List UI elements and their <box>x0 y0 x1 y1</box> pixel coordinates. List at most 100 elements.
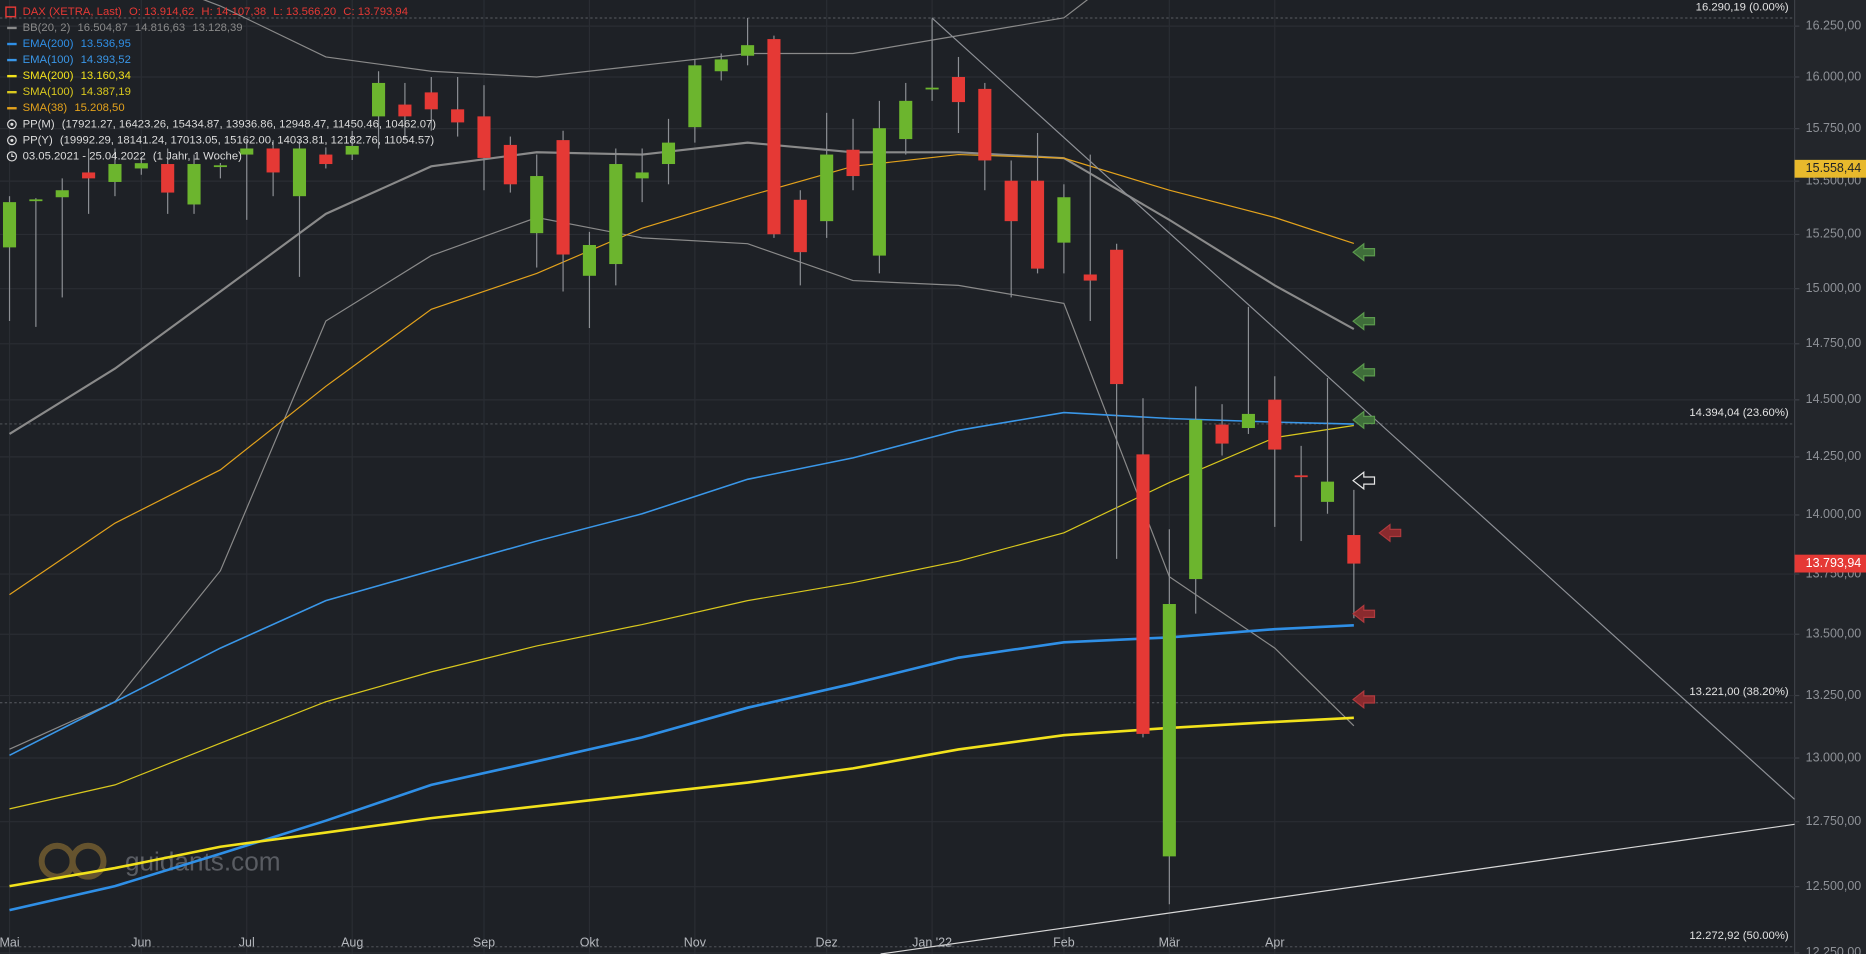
legend-entry: PP(M) (17921.27, 16423.26, 15434.87, 1393… <box>23 118 437 130</box>
x-tick-label: Sep <box>473 936 495 950</box>
drawings <box>880 17 1795 954</box>
legend-entry: SMA(200) 13.160,34 <box>23 70 131 82</box>
candle-body <box>741 45 755 56</box>
candle-body <box>925 87 939 90</box>
candle-body <box>1294 475 1308 478</box>
indicator-line <box>9 153 1355 596</box>
candle-body <box>372 82 386 117</box>
x-tick-label: Dez <box>816 936 838 950</box>
legend-icon <box>10 138 14 142</box>
legend-icon <box>7 119 17 130</box>
y-tick-label: 12.250,00 <box>1806 945 1862 954</box>
legend-text: SMA(38) <box>23 102 68 114</box>
candle-body <box>820 154 834 222</box>
candles <box>2 18 1361 905</box>
fib-label: 14.394,04 (23.60%) <box>1689 407 1788 419</box>
legend-icon <box>7 135 17 146</box>
candle-body <box>951 76 966 103</box>
candle-body <box>319 154 333 165</box>
x-tick-label: Apr <box>1265 936 1284 950</box>
candle-body <box>661 142 676 165</box>
legend-text: 03.05.2021 - 25.04.2022 <box>23 150 146 162</box>
legend-text: SMA(100) <box>23 86 74 98</box>
x-tick-label: Nov <box>684 936 707 950</box>
y-tick-label: 15.250,00 <box>1806 227 1862 241</box>
indicator-line <box>9 623 1354 912</box>
candle-body <box>714 59 728 72</box>
arrow <box>1352 311 1376 331</box>
candle-body <box>1215 424 1229 444</box>
fib-label: 16.290,19 (0.00%) <box>1696 1 1789 13</box>
grid <box>0 0 1795 954</box>
legend-entry: SMA(100) 14.387,19 <box>23 86 131 98</box>
price-tag-label: 13.793,94 <box>1806 556 1862 570</box>
legend-text: BB(20, 2) <box>23 22 71 34</box>
fib-label: 13.221,00 (38.20%) <box>1689 686 1788 698</box>
legend-text: 14.816,63 <box>135 22 185 34</box>
legend-text: (19992.29, 18141.24, 17013.05, 15162.00,… <box>60 134 434 146</box>
candle-body <box>187 164 201 205</box>
x-tick-label: Okt <box>580 936 600 950</box>
candle-body <box>240 148 254 155</box>
candle-body <box>767 39 781 235</box>
legend-text: (1 Jahr, 1 Woche) <box>153 150 242 162</box>
arrow <box>1378 523 1402 543</box>
candle-body <box>477 116 491 158</box>
candle-body <box>1057 197 1071 243</box>
legend-text: DAX (XETRA, Last) <box>23 6 122 18</box>
legend-entry: EMA(100) 14.393,52 <box>23 54 131 66</box>
candle-body <box>793 199 807 253</box>
legend-icon <box>11 153 15 158</box>
candle-body <box>899 100 913 140</box>
x-tick-label: Mär <box>1159 936 1181 950</box>
candle-body <box>582 245 596 276</box>
arrow <box>1352 362 1376 382</box>
arrow <box>1352 410 1376 430</box>
candle-body <box>82 172 96 179</box>
candle-body <box>1241 413 1255 429</box>
legend-text: EMA(100) <box>23 54 74 66</box>
x-tick-label: Jun <box>131 936 151 950</box>
legend-text: O: 13.914,62 <box>129 6 194 18</box>
candle-body <box>635 172 649 179</box>
band-line-lower <box>9 216 1355 750</box>
candle-body <box>556 140 570 255</box>
legend-entry: 03.05.2021 - 25.04.2022 (1 Jahr, 1 Woche) <box>23 150 243 162</box>
candle-body <box>1004 180 1018 222</box>
legend-entry: DAX (XETRA, Last) O: 13.914,62 H: 14.107,3… <box>23 6 408 18</box>
candle-body <box>1136 454 1150 734</box>
legend-text: (17921.27, 16423.26, 15434.87, 13936.86,… <box>62 118 436 130</box>
candle-body <box>55 190 69 198</box>
candle-body <box>846 149 860 177</box>
fib-label: 12.272,92 (50.00%) <box>1689 930 1788 942</box>
trend-line <box>931 17 1795 800</box>
legend-text: 13.536,95 <box>81 38 131 50</box>
candle-body <box>213 165 227 168</box>
x-tick-label: Jul <box>239 936 255 950</box>
x-tick-label: Mai <box>0 936 20 950</box>
candle-body <box>424 92 438 110</box>
legend-text: C: 13.793,94 <box>343 6 408 18</box>
arrow <box>1352 471 1376 491</box>
legend-swatch <box>5 6 17 18</box>
candle-body <box>688 65 702 128</box>
y-axis-panel <box>1794 0 1866 954</box>
legend-text: 14.393,52 <box>81 54 131 66</box>
legend-entry: EMA(200) 13.536,95 <box>23 38 131 50</box>
legend-text: 15.208,50 <box>74 102 124 114</box>
candle-body <box>1031 180 1045 269</box>
candle-body <box>345 145 359 155</box>
price-tag-label: 15.558,44 <box>1806 161 1862 175</box>
candle-body <box>398 104 412 117</box>
arrow <box>1352 604 1376 624</box>
price-tag <box>1794 554 1866 573</box>
legend-entry: PP(Y) (19992.29, 18141.24, 17013.05, 1516… <box>23 134 435 146</box>
y-tick-label: 16.000,00 <box>1806 69 1862 83</box>
candle-body <box>1110 249 1124 385</box>
candle-body <box>1083 274 1097 281</box>
y-tick-label: 16.250,00 <box>1806 18 1862 32</box>
price-tag <box>1794 159 1866 178</box>
y-tick-label: 12.500,00 <box>1806 879 1862 893</box>
